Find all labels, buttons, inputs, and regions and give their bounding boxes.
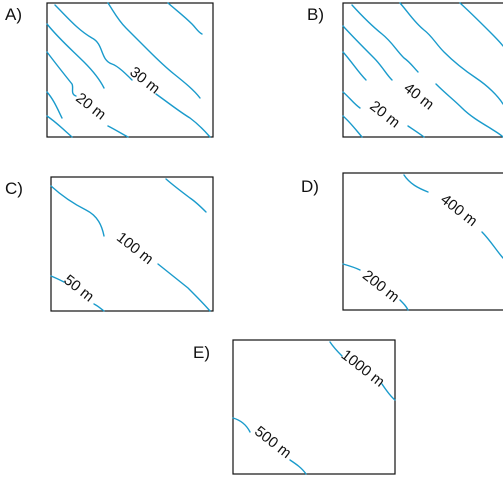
contour-line — [232, 417, 251, 433]
contour-line — [54, 4, 133, 81]
contour-line — [435, 83, 503, 138]
contour-label-100-m: 100 m — [113, 229, 156, 268]
contour-label-20-m: 20 m — [72, 89, 109, 123]
panel-e: E) 1000 m 500 m — [193, 339, 396, 475]
panel-b: B) 40 m 20 m — [307, 2, 503, 138]
panel-c-frame — [50, 176, 214, 312]
contour-line — [46, 91, 63, 119]
panel-a-letter: A) — [5, 5, 22, 24]
contour-line — [342, 91, 361, 109]
panel-c: C) 100 m 50 m — [5, 176, 214, 312]
contour-line — [167, 2, 203, 35]
panel-c-letter: C) — [5, 179, 23, 198]
contour-line — [50, 185, 105, 237]
contour-line — [342, 263, 361, 271]
contour-line — [155, 93, 211, 138]
panel-e-letter: E) — [193, 343, 210, 362]
contour-line — [46, 51, 77, 97]
contour-label-1000-m: 1000 m — [338, 346, 388, 390]
contour-label-50-m: 50 m — [60, 271, 97, 305]
contour-label-30-m: 30 m — [126, 63, 163, 97]
panel-b-contours — [342, 2, 503, 138]
contour-line — [329, 341, 343, 357]
contour-line — [289, 459, 307, 475]
contour-label-40-m: 40 m — [400, 79, 437, 113]
contour-line — [381, 383, 396, 401]
panel-b-letter: B) — [307, 5, 324, 24]
contour-line — [107, 2, 201, 99]
contour-line — [107, 125, 129, 138]
panel-e-contours — [232, 341, 396, 475]
contour-line — [93, 303, 105, 312]
panel-a-frame — [46, 2, 214, 138]
panel-e-frame — [232, 339, 396, 475]
panel-b-frame — [342, 2, 503, 138]
contour-line — [165, 178, 207, 213]
contour-line — [399, 299, 409, 311]
contour-line — [342, 51, 367, 81]
contour-line — [459, 2, 503, 47]
contour-label-500-m: 500 m — [251, 423, 294, 462]
contour-line — [399, 2, 503, 105]
panel-a-contours — [46, 2, 211, 138]
panel-d-letter: D) — [301, 177, 319, 196]
contour-line — [481, 231, 503, 259]
contour-line — [46, 23, 105, 89]
panel-d-contours — [342, 174, 503, 311]
contour-line — [342, 25, 393, 81]
panel-c-contours — [50, 178, 211, 312]
contour-line — [50, 275, 65, 283]
contour-line — [46, 115, 73, 138]
panel-d: D) 400 m 200 m — [301, 172, 503, 311]
contour-label-20-m: 20 m — [366, 97, 403, 131]
contour-line — [157, 263, 211, 312]
contour-line — [407, 125, 425, 138]
contour-label-400-m: 400 m — [437, 191, 480, 230]
contour-line — [403, 174, 429, 193]
contour-line — [342, 115, 363, 138]
contour-line — [351, 4, 419, 73]
panel-a: A) 30 m 20 m — [5, 2, 214, 138]
contour-label-200-m: 200 m — [359, 267, 402, 306]
panel-d-frame — [342, 172, 503, 311]
